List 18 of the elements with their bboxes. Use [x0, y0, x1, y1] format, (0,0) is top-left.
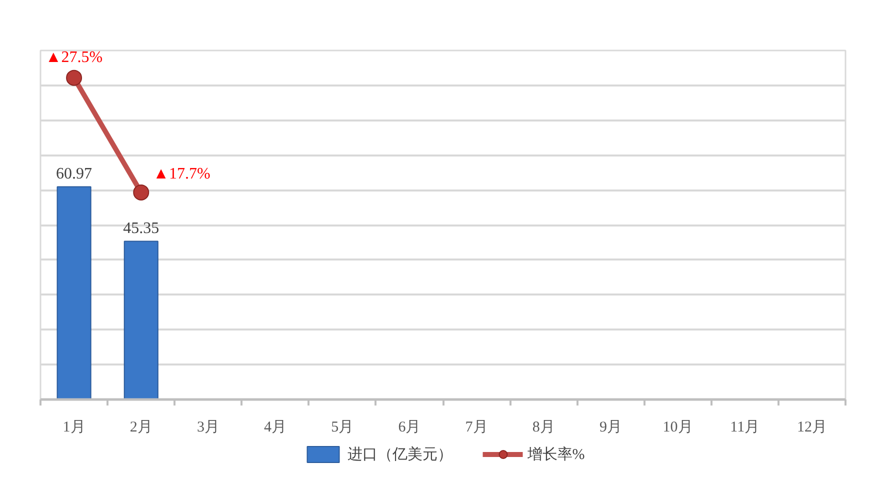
- x-tick-label: 1月: [62, 420, 86, 436]
- legend-label: 进口（亿美元）: [347, 445, 452, 464]
- x-tick-label: 4月: [264, 420, 287, 436]
- data-label: ▲17.7%: [153, 165, 210, 182]
- x-tick-label: 6月: [398, 420, 421, 436]
- x-tick-label: 9月: [599, 420, 622, 436]
- data-label: ▲27.5%: [45, 48, 103, 66]
- x-tick-label: 5月: [331, 420, 354, 436]
- x-tick-label: 10月: [662, 420, 693, 436]
- x-tick-label: 2月: [130, 420, 152, 436]
- legend-label: 增长率%: [527, 445, 585, 464]
- x-tick-label: 12月: [796, 420, 827, 436]
- x-tick-label: 3月: [196, 420, 220, 436]
- data-label: 60.97: [56, 166, 92, 183]
- x-tick-label: 7月: [465, 420, 488, 436]
- data-label: 45.35: [123, 220, 160, 238]
- x-tick-label: 11月: [730, 420, 760, 436]
- x-tick-label: 8月: [532, 420, 555, 436]
